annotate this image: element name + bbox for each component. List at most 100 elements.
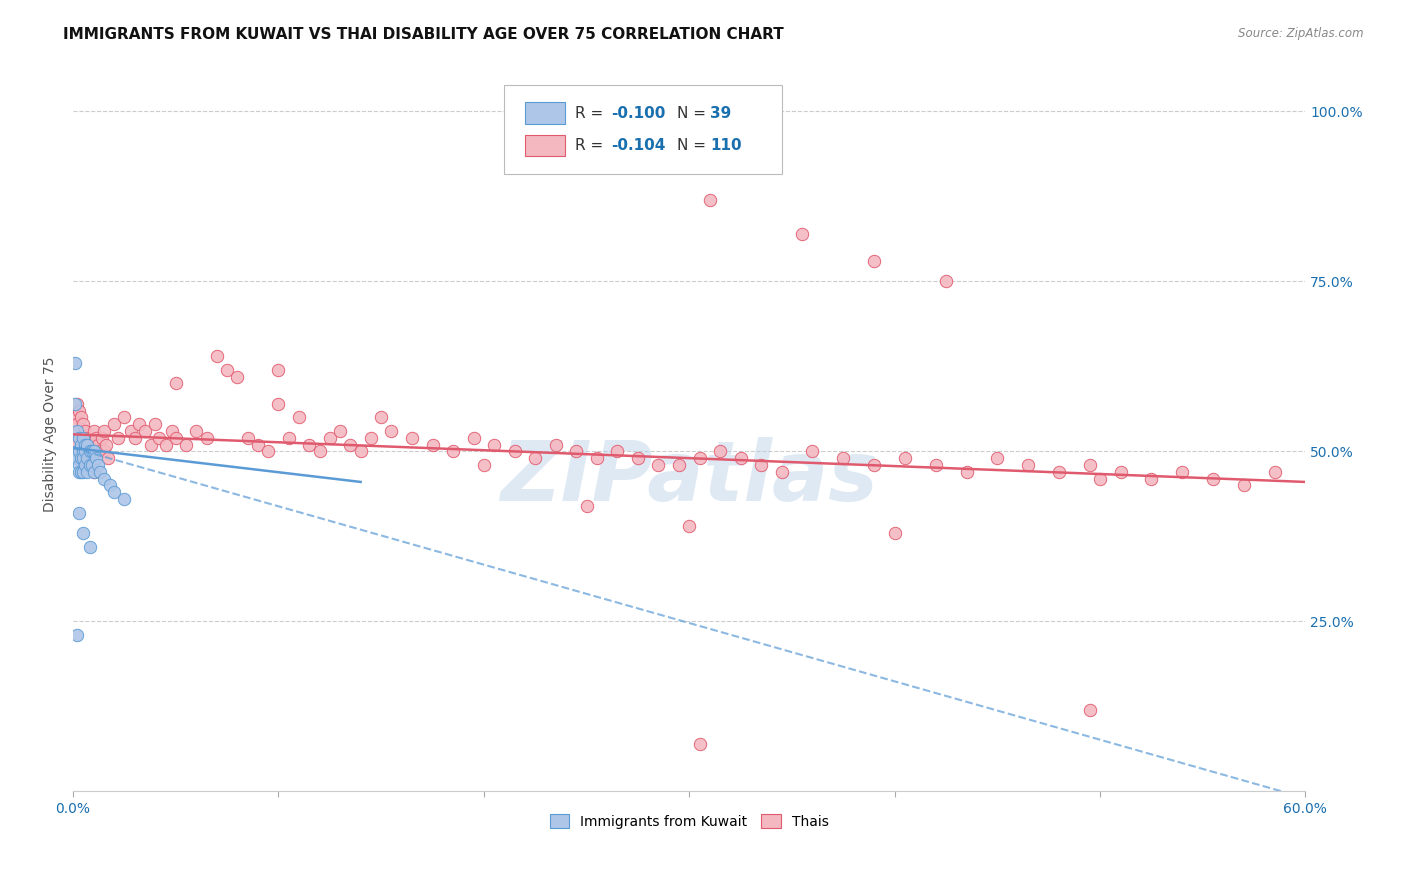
Point <box>792 227 814 241</box>
Point <box>93 471 115 485</box>
Point <box>79 540 101 554</box>
Point <box>63 356 86 370</box>
Point <box>67 424 90 438</box>
Point <box>72 451 94 466</box>
Point <box>370 410 392 425</box>
Point <box>76 465 98 479</box>
Point <box>986 451 1008 466</box>
Text: IMMIGRANTS FROM KUWAIT VS THAI DISABILITY AGE OVER 75 CORRELATION CHART: IMMIGRANTS FROM KUWAIT VS THAI DISABILIT… <box>63 27 785 42</box>
Point <box>66 444 89 458</box>
Point <box>925 458 948 472</box>
FancyBboxPatch shape <box>526 103 565 124</box>
Point <box>72 525 94 540</box>
Point <box>678 519 700 533</box>
Point <box>1109 465 1132 479</box>
Point <box>246 437 269 451</box>
Point <box>66 397 89 411</box>
Point <box>66 628 89 642</box>
Point <box>195 431 218 445</box>
Point <box>217 363 239 377</box>
Point <box>72 465 94 479</box>
Point <box>165 376 187 391</box>
Point <box>226 369 249 384</box>
Point <box>103 417 125 432</box>
Point <box>401 431 423 445</box>
Text: -0.100: -0.100 <box>612 105 666 120</box>
Point <box>124 431 146 445</box>
Point <box>277 431 299 445</box>
Point <box>67 465 90 479</box>
Point <box>114 491 136 506</box>
Point <box>1202 471 1225 485</box>
FancyBboxPatch shape <box>526 135 565 156</box>
Point <box>128 417 150 432</box>
Point <box>84 431 107 445</box>
Text: -0.104: -0.104 <box>612 137 666 153</box>
Point <box>267 397 290 411</box>
Point <box>84 451 107 466</box>
Point <box>801 444 824 458</box>
Point <box>89 444 111 458</box>
Point <box>236 431 259 445</box>
Point <box>832 451 855 466</box>
Point <box>67 444 90 458</box>
Text: N =: N = <box>676 137 711 153</box>
Point <box>463 431 485 445</box>
Point <box>72 458 94 472</box>
Point <box>955 465 977 479</box>
Point <box>503 444 526 458</box>
Point <box>93 444 115 458</box>
Text: Source: ZipAtlas.com: Source: ZipAtlas.com <box>1239 27 1364 40</box>
Point <box>1047 465 1070 479</box>
Point <box>87 437 110 451</box>
Point <box>63 431 86 445</box>
Point <box>98 478 121 492</box>
Point <box>66 417 89 432</box>
Point <box>79 458 101 472</box>
Point <box>1078 458 1101 472</box>
Point <box>1140 471 1163 485</box>
Point <box>668 458 690 472</box>
Point <box>267 363 290 377</box>
Point <box>83 444 105 458</box>
Point <box>205 349 228 363</box>
Point <box>935 274 957 288</box>
Point <box>76 431 98 445</box>
Point <box>1171 465 1194 479</box>
Point <box>575 499 598 513</box>
Point <box>524 451 547 466</box>
Point <box>76 451 98 466</box>
Point <box>90 431 112 445</box>
Point <box>63 397 86 411</box>
Y-axis label: Disability Age Over 75: Disability Age Over 75 <box>44 357 58 512</box>
Point <box>94 437 117 451</box>
Point <box>79 458 101 472</box>
Point <box>329 424 352 438</box>
Point <box>186 424 208 438</box>
Point <box>339 437 361 451</box>
Point <box>70 451 93 466</box>
Point <box>863 458 886 472</box>
FancyBboxPatch shape <box>505 85 782 174</box>
Point <box>360 431 382 445</box>
Point <box>76 451 98 466</box>
Point <box>66 437 89 451</box>
Point <box>1233 478 1256 492</box>
Point <box>70 451 93 466</box>
Text: 39: 39 <box>710 105 731 120</box>
Point <box>83 465 105 479</box>
Point <box>709 444 731 458</box>
Point <box>143 417 166 432</box>
Point <box>67 403 90 417</box>
Point <box>75 458 97 472</box>
Text: N =: N = <box>676 105 711 120</box>
Point <box>174 437 197 451</box>
Point <box>148 431 170 445</box>
Point <box>72 431 94 445</box>
Point <box>298 437 321 451</box>
Point <box>627 451 650 466</box>
Point <box>165 431 187 445</box>
Point <box>894 451 917 466</box>
Point <box>75 424 97 438</box>
Point <box>647 458 669 472</box>
